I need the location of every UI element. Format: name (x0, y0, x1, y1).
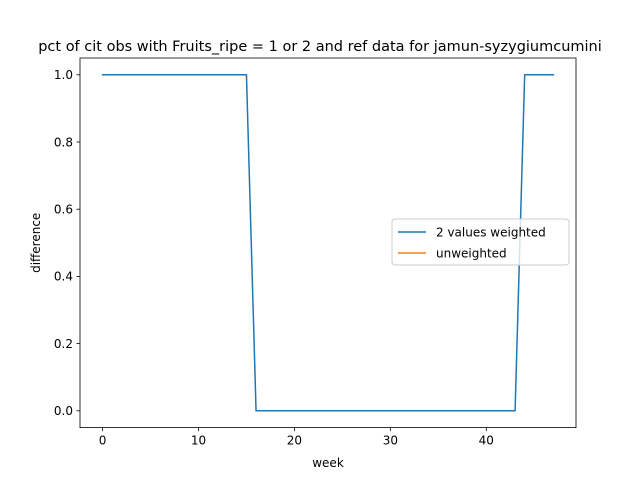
y-tick-label: 0.2 (54, 337, 73, 351)
x-tick-label: 40 (479, 434, 494, 448)
x-axis-ticks: 0 10 20 30 40 (99, 427, 494, 448)
y-tick-label: 0.8 (54, 135, 73, 149)
series-layer (101, 74, 555, 412)
y-tick-label: 0.6 (54, 203, 73, 217)
x-axis-label: week (312, 456, 344, 470)
plot-area-frame (79, 57, 577, 429)
x-tick-label: 10 (191, 434, 206, 448)
x-tick-label: 30 (383, 434, 398, 448)
legend: 2 values weighted unweighted (391, 218, 570, 266)
y-tick-label: 0.4 (54, 270, 73, 284)
y-axis-ticks: 0.0 0.2 0.4 0.6 0.8 1.0 (54, 68, 80, 418)
legend-label: unweighted (436, 246, 507, 260)
legend-box (391, 218, 570, 266)
series-line-0 (101, 74, 555, 412)
chart-title: pct of cit obs with Fruits_ripe = 1 or 2… (38, 39, 602, 55)
x-tick-label: 0 (99, 434, 107, 448)
y-tick-label: 1.0 (54, 68, 73, 82)
y-axis-label: difference (29, 213, 43, 273)
legend-entries: 2 values weighted unweighted (398, 225, 546, 260)
legend-label: 2 values weighted (436, 225, 546, 239)
y-tick-label: 0.0 (54, 404, 73, 418)
x-tick-label: 20 (287, 434, 302, 448)
